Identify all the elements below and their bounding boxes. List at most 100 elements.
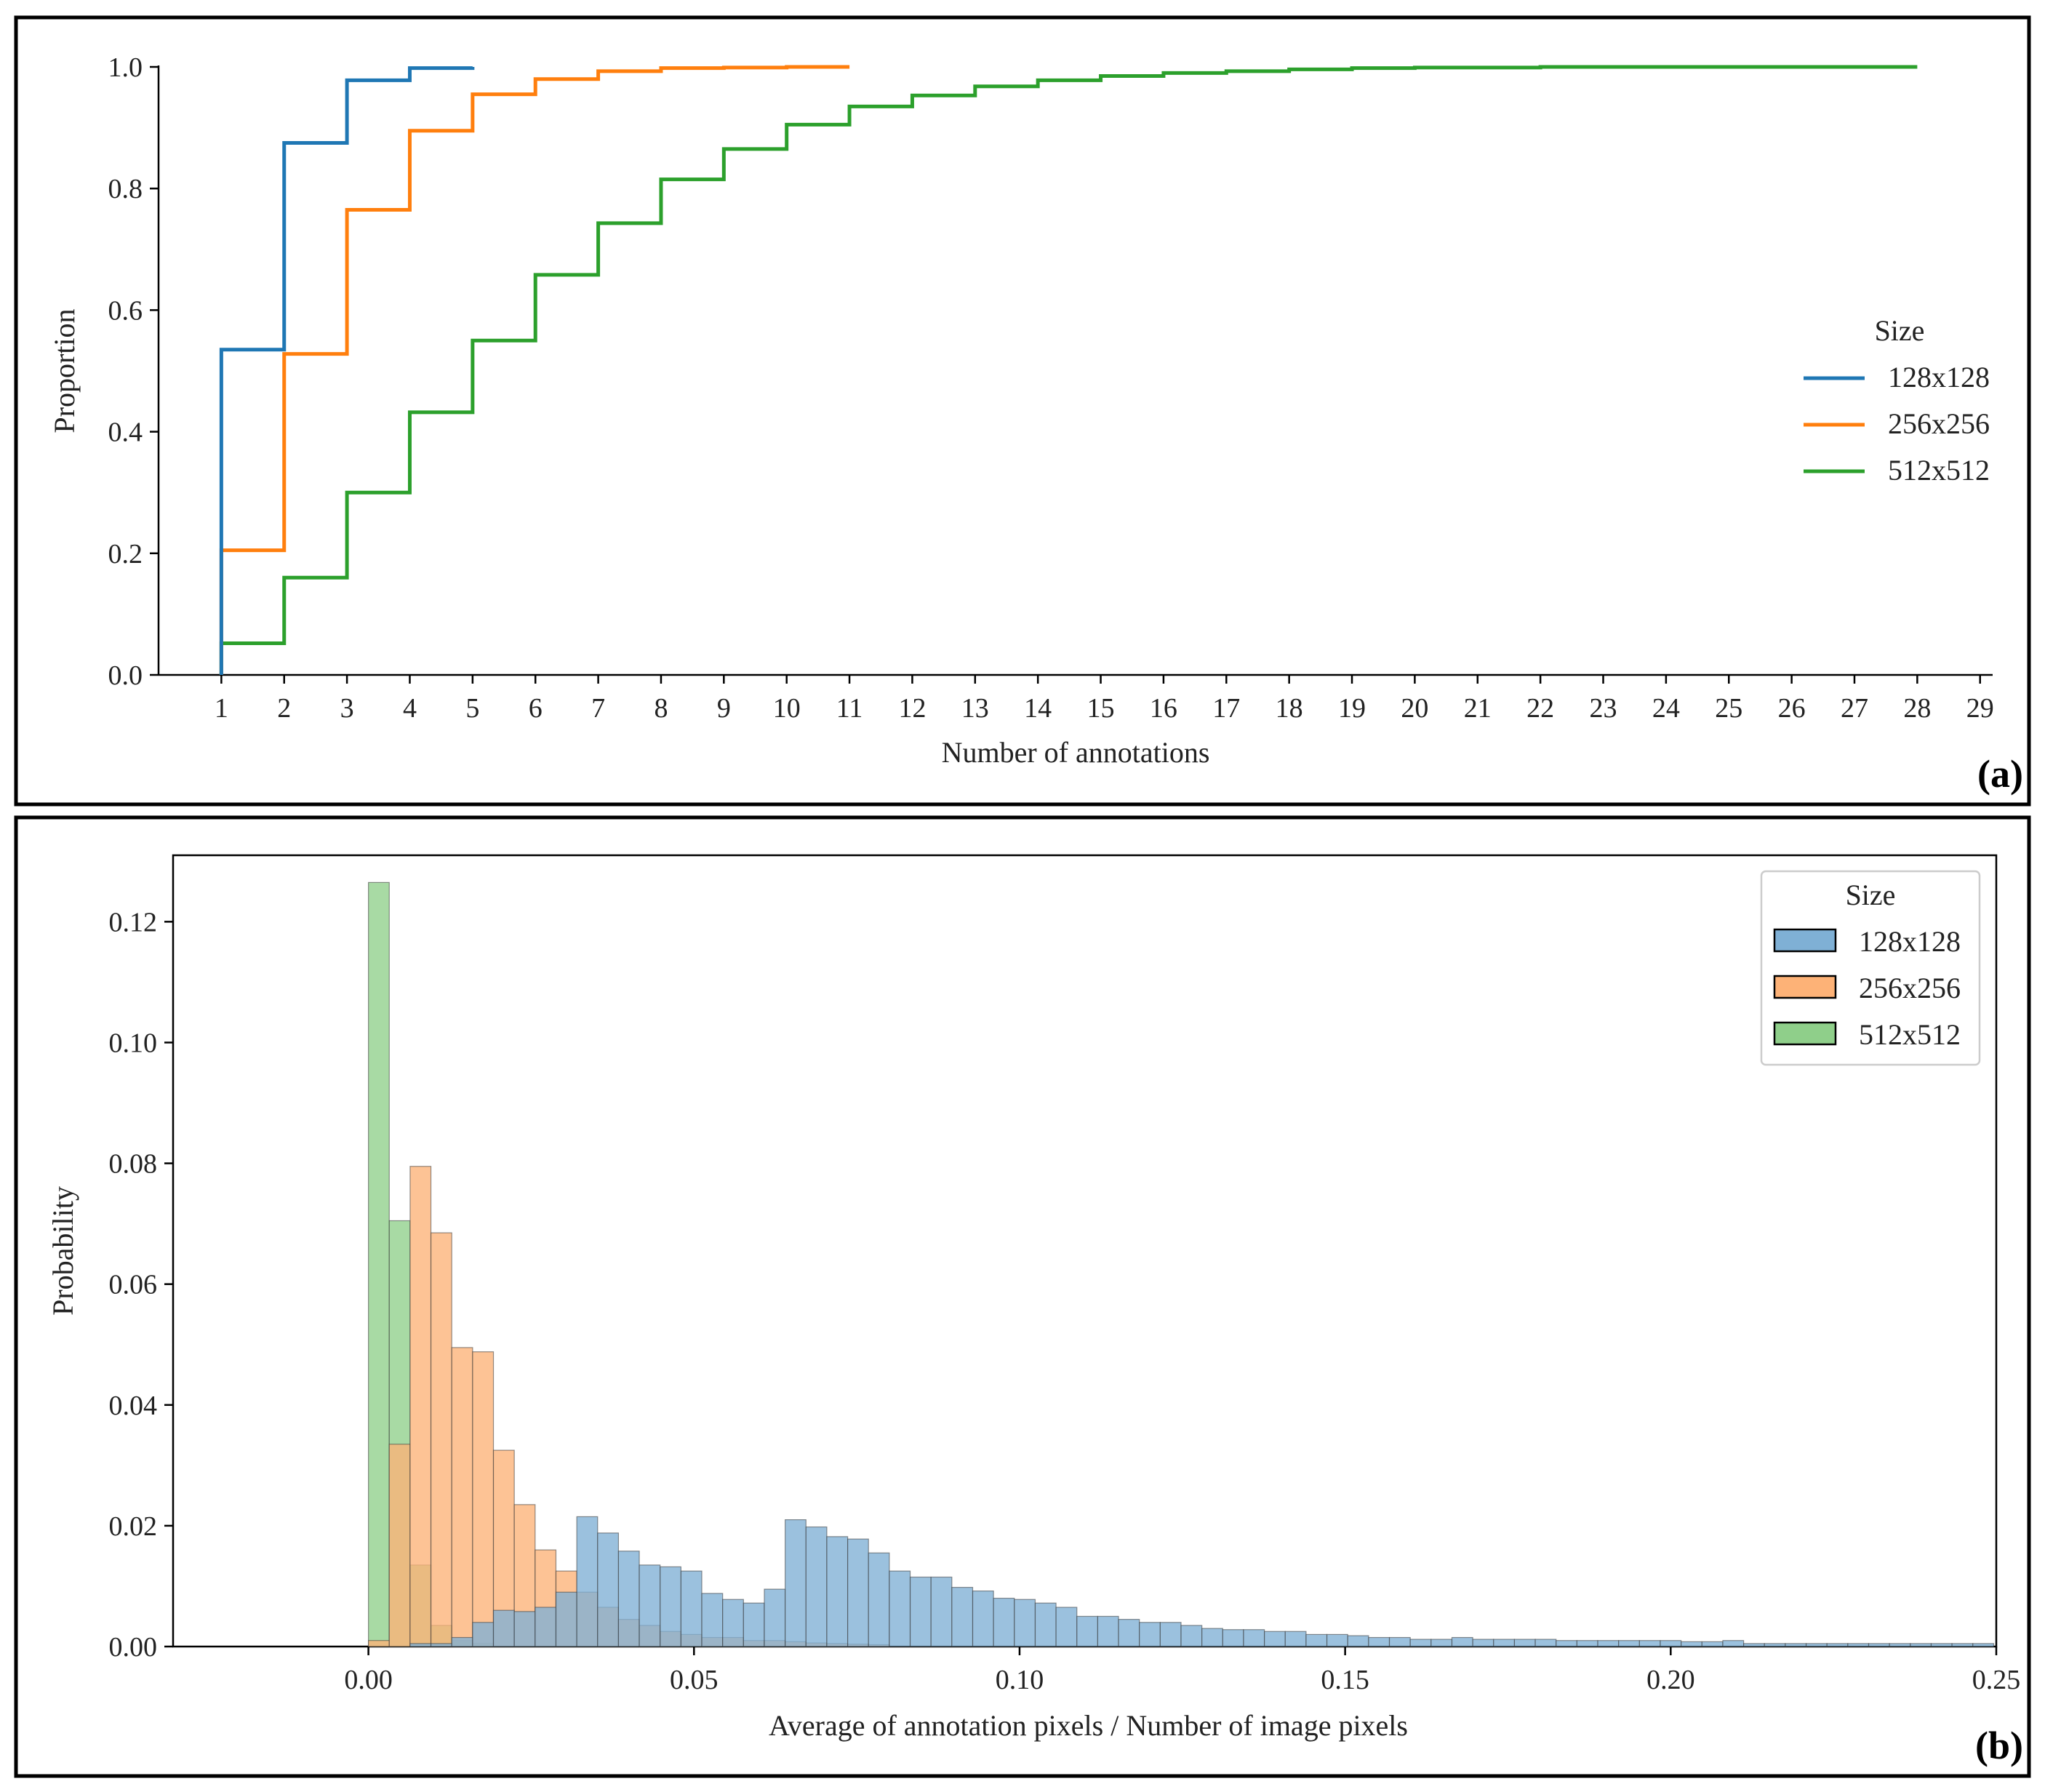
histogram-bar-128x128 bbox=[951, 1587, 974, 1647]
x-tick-label: 11 bbox=[836, 693, 863, 724]
histogram-bar-128x128 bbox=[430, 1643, 452, 1647]
histogram-bar-128x128 bbox=[1347, 1635, 1369, 1647]
series-line-128x128 bbox=[219, 66, 475, 675]
histogram-bar-256x256 bbox=[368, 1640, 390, 1647]
panel-a-frame bbox=[14, 15, 2031, 807]
y-tick-label: 0.00 bbox=[109, 1632, 158, 1663]
x-tick-label: 24 bbox=[1652, 693, 1680, 724]
histogram-bar-128x128 bbox=[1638, 1640, 1661, 1647]
panel-tag: (b) bbox=[1975, 1724, 2023, 1767]
x-tick-label: 20 bbox=[1401, 693, 1428, 724]
histogram-bar-128x128 bbox=[847, 1538, 869, 1647]
histogram-bar-128x128 bbox=[576, 1516, 599, 1647]
histogram-bar-128x128 bbox=[1493, 1639, 1516, 1647]
histogram-bar-512x512 bbox=[368, 881, 390, 1647]
y-tick-label: 0.6 bbox=[108, 295, 143, 326]
histogram-bar-128x128 bbox=[1513, 1639, 1536, 1647]
histogram-bar-128x128 bbox=[1826, 1643, 1849, 1647]
legend-title: Size bbox=[1846, 879, 1896, 911]
x-tick-label: 7 bbox=[591, 693, 605, 724]
histogram-bar-128x128 bbox=[1556, 1640, 1577, 1647]
histogram-bar-128x128 bbox=[1910, 1643, 1932, 1647]
x-tick-label: 25 bbox=[1715, 693, 1742, 724]
x-tick-label: 10 bbox=[773, 693, 801, 724]
legend-swatch bbox=[1773, 1021, 1837, 1046]
histogram-bar-128x128 bbox=[660, 1566, 681, 1647]
y-tick-label: 0.8 bbox=[108, 174, 143, 204]
y-tick-label: 0.08 bbox=[109, 1149, 158, 1180]
x-tick-label: 12 bbox=[898, 693, 926, 724]
y-tick-label: 0.2 bbox=[108, 539, 143, 569]
histogram-bar-256x256 bbox=[430, 1232, 452, 1647]
legend-label: 256x256 bbox=[1859, 972, 1961, 1004]
histogram-bar-128x128 bbox=[743, 1602, 765, 1647]
histogram-bar-128x128 bbox=[1222, 1629, 1244, 1647]
x-tick-label: 1 bbox=[215, 693, 228, 724]
histogram-bar-128x128 bbox=[1159, 1622, 1182, 1647]
legend-label: 512x512 bbox=[1888, 454, 1990, 487]
histogram-bar-128x128 bbox=[597, 1532, 620, 1647]
legend-label: 128x128 bbox=[1888, 361, 1990, 393]
histogram-bar-128x128 bbox=[1597, 1640, 1620, 1647]
histogram-bar-128x128 bbox=[1243, 1629, 1265, 1647]
histogram-bar-128x128 bbox=[1388, 1636, 1411, 1647]
histogram-bar-128x128 bbox=[1576, 1640, 1598, 1647]
histogram-bar-128x128 bbox=[1284, 1631, 1307, 1647]
x-tick-label: 5 bbox=[465, 693, 479, 724]
x-tick-label: 26 bbox=[1778, 693, 1806, 724]
x-tick-label: 27 bbox=[1841, 693, 1868, 724]
histogram-bar-128x128 bbox=[1930, 1643, 1953, 1647]
histogram-bar-128x128 bbox=[492, 1609, 515, 1647]
histogram-bar-128x128 bbox=[1034, 1602, 1057, 1647]
legend-swatch bbox=[1773, 928, 1837, 953]
histogram-bar-128x128 bbox=[451, 1636, 473, 1647]
x-tick-label: 3 bbox=[340, 693, 354, 724]
histogram-bar-128x128 bbox=[1534, 1639, 1557, 1647]
histogram-bar-128x128 bbox=[1805, 1643, 1828, 1647]
histogram-bar-128x128 bbox=[972, 1590, 994, 1647]
x-tick-label: 0.15 bbox=[1321, 1665, 1369, 1695]
histogram-bar-128x128 bbox=[1785, 1643, 1807, 1647]
x-axis-title: Average of annotation pixels / Number of… bbox=[769, 1709, 1408, 1742]
histogram-bar-128x128 bbox=[1701, 1641, 1724, 1647]
x-tick-label: 19 bbox=[1338, 693, 1366, 724]
histogram-bar-128x128 bbox=[1951, 1643, 1974, 1647]
histogram-bar-128x128 bbox=[722, 1599, 744, 1647]
histogram-bar-128x128 bbox=[1201, 1628, 1223, 1647]
histogram-bar-256x256 bbox=[472, 1351, 495, 1647]
histogram-bar-128x128 bbox=[1139, 1622, 1161, 1647]
x-tick-label: 0.10 bbox=[996, 1665, 1044, 1695]
histogram-bar-128x128 bbox=[409, 1643, 432, 1647]
histogram-bar-128x128 bbox=[785, 1519, 807, 1647]
x-tick-label: 8 bbox=[654, 693, 668, 724]
histogram-bar-128x128 bbox=[930, 1576, 953, 1647]
histogram-bar-128x128 bbox=[1409, 1639, 1432, 1647]
histogram-bar-128x128 bbox=[868, 1552, 890, 1647]
x-axis-title: Number of annotations bbox=[942, 736, 1210, 769]
histogram-bar-128x128 bbox=[617, 1551, 640, 1647]
histogram-bar-128x128 bbox=[1868, 1643, 1890, 1647]
legend-swatch bbox=[1773, 975, 1837, 999]
histogram-bar-256x256 bbox=[451, 1347, 473, 1647]
x-tick-label: 0.20 bbox=[1646, 1665, 1695, 1695]
x-tick-label: 16 bbox=[1150, 693, 1177, 724]
histogram-bar-128x128 bbox=[1660, 1640, 1682, 1647]
x-tick-label: 23 bbox=[1590, 693, 1617, 724]
x-tick-label: 0.00 bbox=[344, 1665, 393, 1695]
x-tick-label: 0.05 bbox=[670, 1665, 719, 1695]
histogram-bar-128x128 bbox=[1722, 1640, 1745, 1647]
histogram-bar-128x128 bbox=[889, 1570, 911, 1647]
y-tick-label: 0.04 bbox=[109, 1391, 158, 1421]
histogram-bar-128x128 bbox=[1743, 1643, 1765, 1647]
x-tick-label: 13 bbox=[961, 693, 989, 724]
histogram-bar-128x128 bbox=[1972, 1643, 1995, 1647]
x-tick-label: 22 bbox=[1526, 693, 1554, 724]
histogram-bar-128x128 bbox=[764, 1588, 786, 1647]
panel-b-frame bbox=[14, 815, 2031, 1778]
legend-box bbox=[1760, 870, 1981, 1066]
legend-title: Size bbox=[1875, 314, 1925, 347]
histogram-bar-128x128 bbox=[826, 1536, 849, 1647]
series-line-256x256 bbox=[219, 65, 850, 675]
histogram-bar-128x128 bbox=[1264, 1631, 1286, 1647]
